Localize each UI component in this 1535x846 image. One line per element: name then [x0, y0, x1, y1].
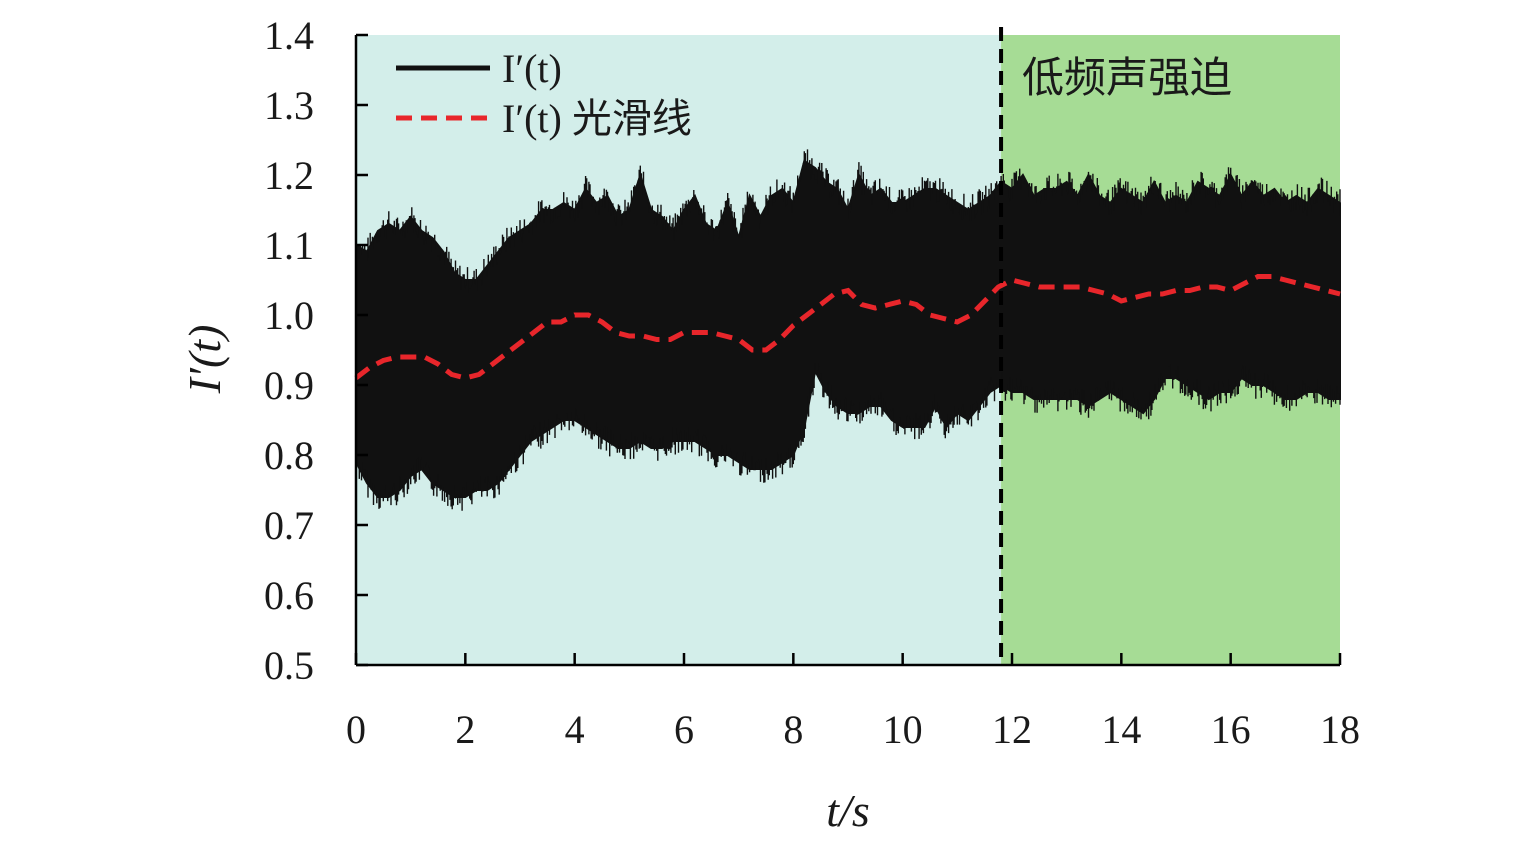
x-tick-label: 8: [783, 707, 803, 752]
y-ticks: 1.4 1.3 1.2 1.1 1.0 0.9 0.8 0.7 0.6 0.5: [264, 13, 368, 688]
region-label-forcing: 低频声强迫: [1022, 53, 1232, 102]
x-tick-label: 12: [992, 707, 1032, 752]
x-tick-label: 6: [674, 707, 694, 752]
y-tick-label: 1.4: [264, 13, 314, 58]
axes: [354, 35, 1340, 667]
x-tick-label: 18: [1320, 707, 1360, 752]
x-tick-label: 16: [1211, 707, 1251, 752]
x-tick-label: 4: [565, 707, 585, 752]
x-axis-label: t/s: [826, 785, 869, 836]
legend-label-raw: I′(t): [502, 46, 562, 91]
legend: I′(t) I′(t) 光滑线: [396, 46, 692, 141]
legend-label-smooth: I′(t) 光滑线: [502, 96, 692, 141]
y-tick-label: 0.9: [264, 363, 314, 408]
y-axis-label: I′(t): [179, 325, 230, 395]
y-tick-label: 1.0: [264, 293, 314, 338]
smooth-line-layer: [354, 274, 1341, 381]
y-tick-label: 1.1: [264, 223, 314, 268]
x-ticks: 0 2 4 6 8 10 12 14 16 18: [346, 653, 1360, 752]
y-tick-label: 1.3: [264, 83, 314, 128]
smooth-line: [354, 274, 1341, 381]
y-tick-label: 0.8: [264, 433, 314, 478]
x-tick-label: 14: [1101, 707, 1141, 752]
y-tick-label: 0.7: [264, 503, 314, 548]
x-tick-label: 2: [455, 707, 475, 752]
x-tick-label: 10: [883, 707, 923, 752]
x-tick-label: 0: [346, 707, 366, 752]
y-tick-label: 0.6: [264, 573, 314, 618]
y-tick-label: 0.5: [264, 643, 314, 688]
y-tick-label: 1.2: [264, 153, 314, 198]
